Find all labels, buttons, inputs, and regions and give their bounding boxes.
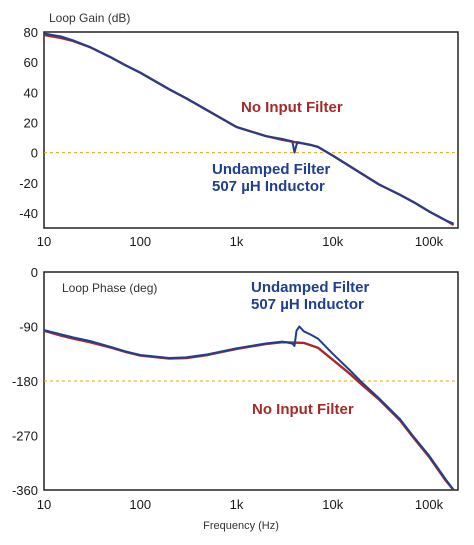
phase-x-tick-label: 1k [230, 497, 244, 512]
gain-panel: Loop Gain (dB) 80 60 40 20 0 -20 -40 10 … [19, 11, 459, 249]
gain-x-tick-label: 10 [37, 234, 51, 249]
phase-y-tick-label: -90 [19, 320, 38, 335]
gain-y-tick-label: 60 [24, 55, 38, 70]
phase-annotation-inductor: 507 µH Inductor [251, 296, 364, 313]
phase-series-undamped-filter [43, 325, 455, 491]
gain-y-tick-labels: 80 60 40 20 0 -20 -40 [19, 25, 38, 221]
gain-y-tick-label: 80 [24, 25, 38, 40]
gain-y-tick-label: 40 [24, 85, 38, 100]
phase-y-tick-label: 0 [31, 265, 38, 280]
phase-y-tick-label: -270 [12, 429, 38, 444]
gain-x-tick-label: 1k [230, 234, 244, 249]
phase-y-tick-labels: 0 -90 -180 -270 -360 [12, 265, 38, 498]
phase-x-tick-label: 10 [37, 497, 51, 512]
phase-panel: Loop Phase (deg) 0 -90 -180 -270 -360 10… [12, 265, 459, 532]
phase-x-tick-label: 10k [322, 497, 343, 512]
x-axis-title: Frequency (Hz) [203, 520, 279, 532]
gain-series-undamped-filter [43, 32, 454, 225]
gain-plot-frame [43, 31, 459, 229]
phase-x-tick-label: 100k [415, 497, 444, 512]
gain-y-tick-label: 0 [31, 146, 38, 161]
phase-x-tick-labels: 10 100 1k 10k 100k [37, 497, 444, 512]
gain-y-tick-label: -20 [19, 176, 38, 191]
gain-annotation-inductor: 507 µH Inductor [212, 178, 325, 195]
phase-y-tick-label: -180 [12, 374, 38, 389]
gain-y-tick-label: -40 [19, 206, 38, 221]
gain-x-tick-label: 10k [322, 234, 343, 249]
gain-annotation-no-input-filter: No Input Filter [241, 99, 343, 116]
phase-annotation-undamped-filter: Undamped Filter [251, 279, 370, 296]
phase-x-tick-label: 100 [129, 497, 151, 512]
gain-x-tick-label: 100k [415, 234, 444, 249]
phase-panel-title: Loop Phase (deg) [62, 281, 157, 295]
gain-panel-title: Loop Gain (dB) [49, 11, 130, 25]
phase-y-tick-label: -360 [12, 483, 38, 498]
gain-y-tick-label: 20 [24, 115, 38, 130]
gain-x-tick-label: 100 [129, 234, 151, 249]
gain-x-tick-labels: 10 100 1k 10k 100k [37, 234, 444, 249]
phase-annotation-no-input-filter: No Input Filter [252, 401, 354, 418]
gain-annotation-undamped-filter: Undamped Filter [212, 161, 331, 178]
